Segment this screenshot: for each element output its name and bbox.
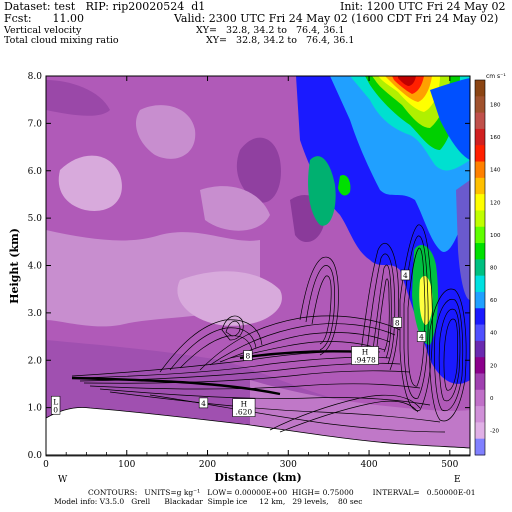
model-info: Model info: V3.5.0 Grell Blackadar Simpl… <box>54 497 363 506</box>
colorbar-swatch <box>475 406 485 423</box>
colorbar-label: 140 <box>490 168 501 174</box>
contour-label-box <box>351 346 379 365</box>
colorbar-units: cm s⁻¹ <box>486 73 506 80</box>
field1-xy-label: XY= 32.8, 34.2 to 76.4, 36.1 <box>196 25 345 36</box>
init-label: Init: 1200 UTC Fri 24 May 02 <box>340 0 506 13</box>
y-tick-label: 1.0 <box>28 404 43 414</box>
y-tick-label: 4.0 <box>28 262 43 272</box>
colorbar-swatch <box>475 145 485 163</box>
forecast-label: Fcst: 11.00 <box>4 12 85 25</box>
colorbar-swatch <box>475 210 485 228</box>
east-label: E <box>454 475 461 485</box>
contour-label: H .9478 <box>354 348 376 365</box>
colorbar-swatch <box>475 177 485 195</box>
contour-label-box <box>243 350 253 361</box>
colorbar-swatch <box>475 373 485 391</box>
x-tick-label: 200 <box>199 460 216 470</box>
x-tick-label: 0 <box>43 460 49 470</box>
y-tick-label: 3.0 <box>28 309 43 319</box>
x-axis-label: Distance (km) <box>214 471 301 484</box>
x-tick-label: 400 <box>360 460 377 470</box>
colorbar-swatch <box>475 128 485 146</box>
colorbar-swatch <box>475 259 485 277</box>
colorbar-frame <box>474 79 486 456</box>
field2-xy-label: XY= 32.8, 34.2 to 76.4, 36.1 <box>206 35 355 46</box>
y-tick-label: 0.0 <box>28 451 43 461</box>
dataset-label: Dataset: test RIP: rip20020524 d1 <box>4 0 206 13</box>
contour-label: H .620 <box>236 400 253 417</box>
contour-label-box <box>232 398 256 417</box>
colorbar-label: 180 <box>490 102 501 108</box>
y-tick-label: 2.0 <box>28 356 43 366</box>
colorbar-swatch <box>475 422 485 440</box>
y-axis: 0.0 1.0 2.0 3.0 4.0 5.0 6.0 7.0 8.0 <box>28 72 470 461</box>
x-axis: 0 100 200 300 400 500 <box>43 76 459 470</box>
colorbar-label: 40 <box>490 331 497 337</box>
y-tick-label: 5.0 <box>28 214 43 224</box>
y-tick-label: 8.0 <box>28 72 43 82</box>
bold-contour-upper <box>239 350 366 360</box>
x-tick-label: 100 <box>118 460 135 470</box>
valid-label: Valid: 2300 UTC Fri 24 May 02 (1600 CDT … <box>174 12 499 25</box>
contour-label: 8 <box>395 318 400 327</box>
bold-contour-lower <box>71 376 281 396</box>
colorbar-swatch <box>475 112 485 130</box>
colorbar: 180 160 140 120 100 80 60 40 20 0 -20 <box>474 79 501 456</box>
field2-label: Total cloud mixing ratio <box>4 35 119 46</box>
contours-info: CONTOURS: UNITS=g kg⁻¹ LOW= 0.00000E+00 … <box>88 488 476 497</box>
colorbar-label: 20 <box>490 363 497 369</box>
colorbar-label: 80 <box>490 266 497 272</box>
x-tick-label: 500 <box>441 460 458 470</box>
colorbar-swatch <box>475 161 485 179</box>
y-axis-label: Height (km) <box>8 228 21 304</box>
colorbar-swatch <box>475 80 485 97</box>
contour-label-box <box>416 331 427 342</box>
colorbar-swatch <box>475 194 485 211</box>
contour-label: 4 <box>419 333 424 342</box>
colorbar-swatch <box>475 357 485 374</box>
contour-labels: L 0 4 H .620 8 H .9478 8 4 4 <box>51 269 427 417</box>
colorbar-swatch <box>475 389 485 407</box>
contour-label-box <box>400 269 410 281</box>
west-label: W <box>58 475 68 485</box>
contour-label: 4 <box>201 399 206 408</box>
field1-label: Vertical velocity <box>4 25 82 36</box>
colorbar-swatch <box>475 291 485 309</box>
colorbar-label: 100 <box>490 233 501 239</box>
colorbar-swatch <box>475 96 485 114</box>
colorbar-swatch <box>475 243 485 260</box>
shaded-field <box>46 76 470 455</box>
contour-label-box <box>51 395 61 415</box>
x-tick-label: 300 <box>280 460 297 470</box>
contour-label-box <box>198 397 209 409</box>
y-tick-label: 6.0 <box>28 167 43 177</box>
y-tick-label: 7.0 <box>28 119 43 129</box>
colorbar-label: 0 <box>490 396 494 402</box>
colorbar-label: 120 <box>490 200 501 206</box>
colorbar-swatch <box>475 226 485 244</box>
contour-label-box <box>392 317 402 328</box>
terrain-surface <box>45 407 471 457</box>
colorbar-swatch <box>475 275 485 293</box>
colorbar-label: 60 <box>490 298 497 304</box>
colorbar-swatch <box>475 308 485 326</box>
colorbar-label: 160 <box>490 135 501 141</box>
contour-label: 4 <box>403 271 408 280</box>
colorbar-label: -20 <box>490 429 499 435</box>
colorbar-swatch <box>475 340 485 358</box>
colorbar-swatch <box>475 438 485 456</box>
colorbar-swatch <box>475 324 485 342</box>
contour-label: 8 <box>246 352 251 361</box>
